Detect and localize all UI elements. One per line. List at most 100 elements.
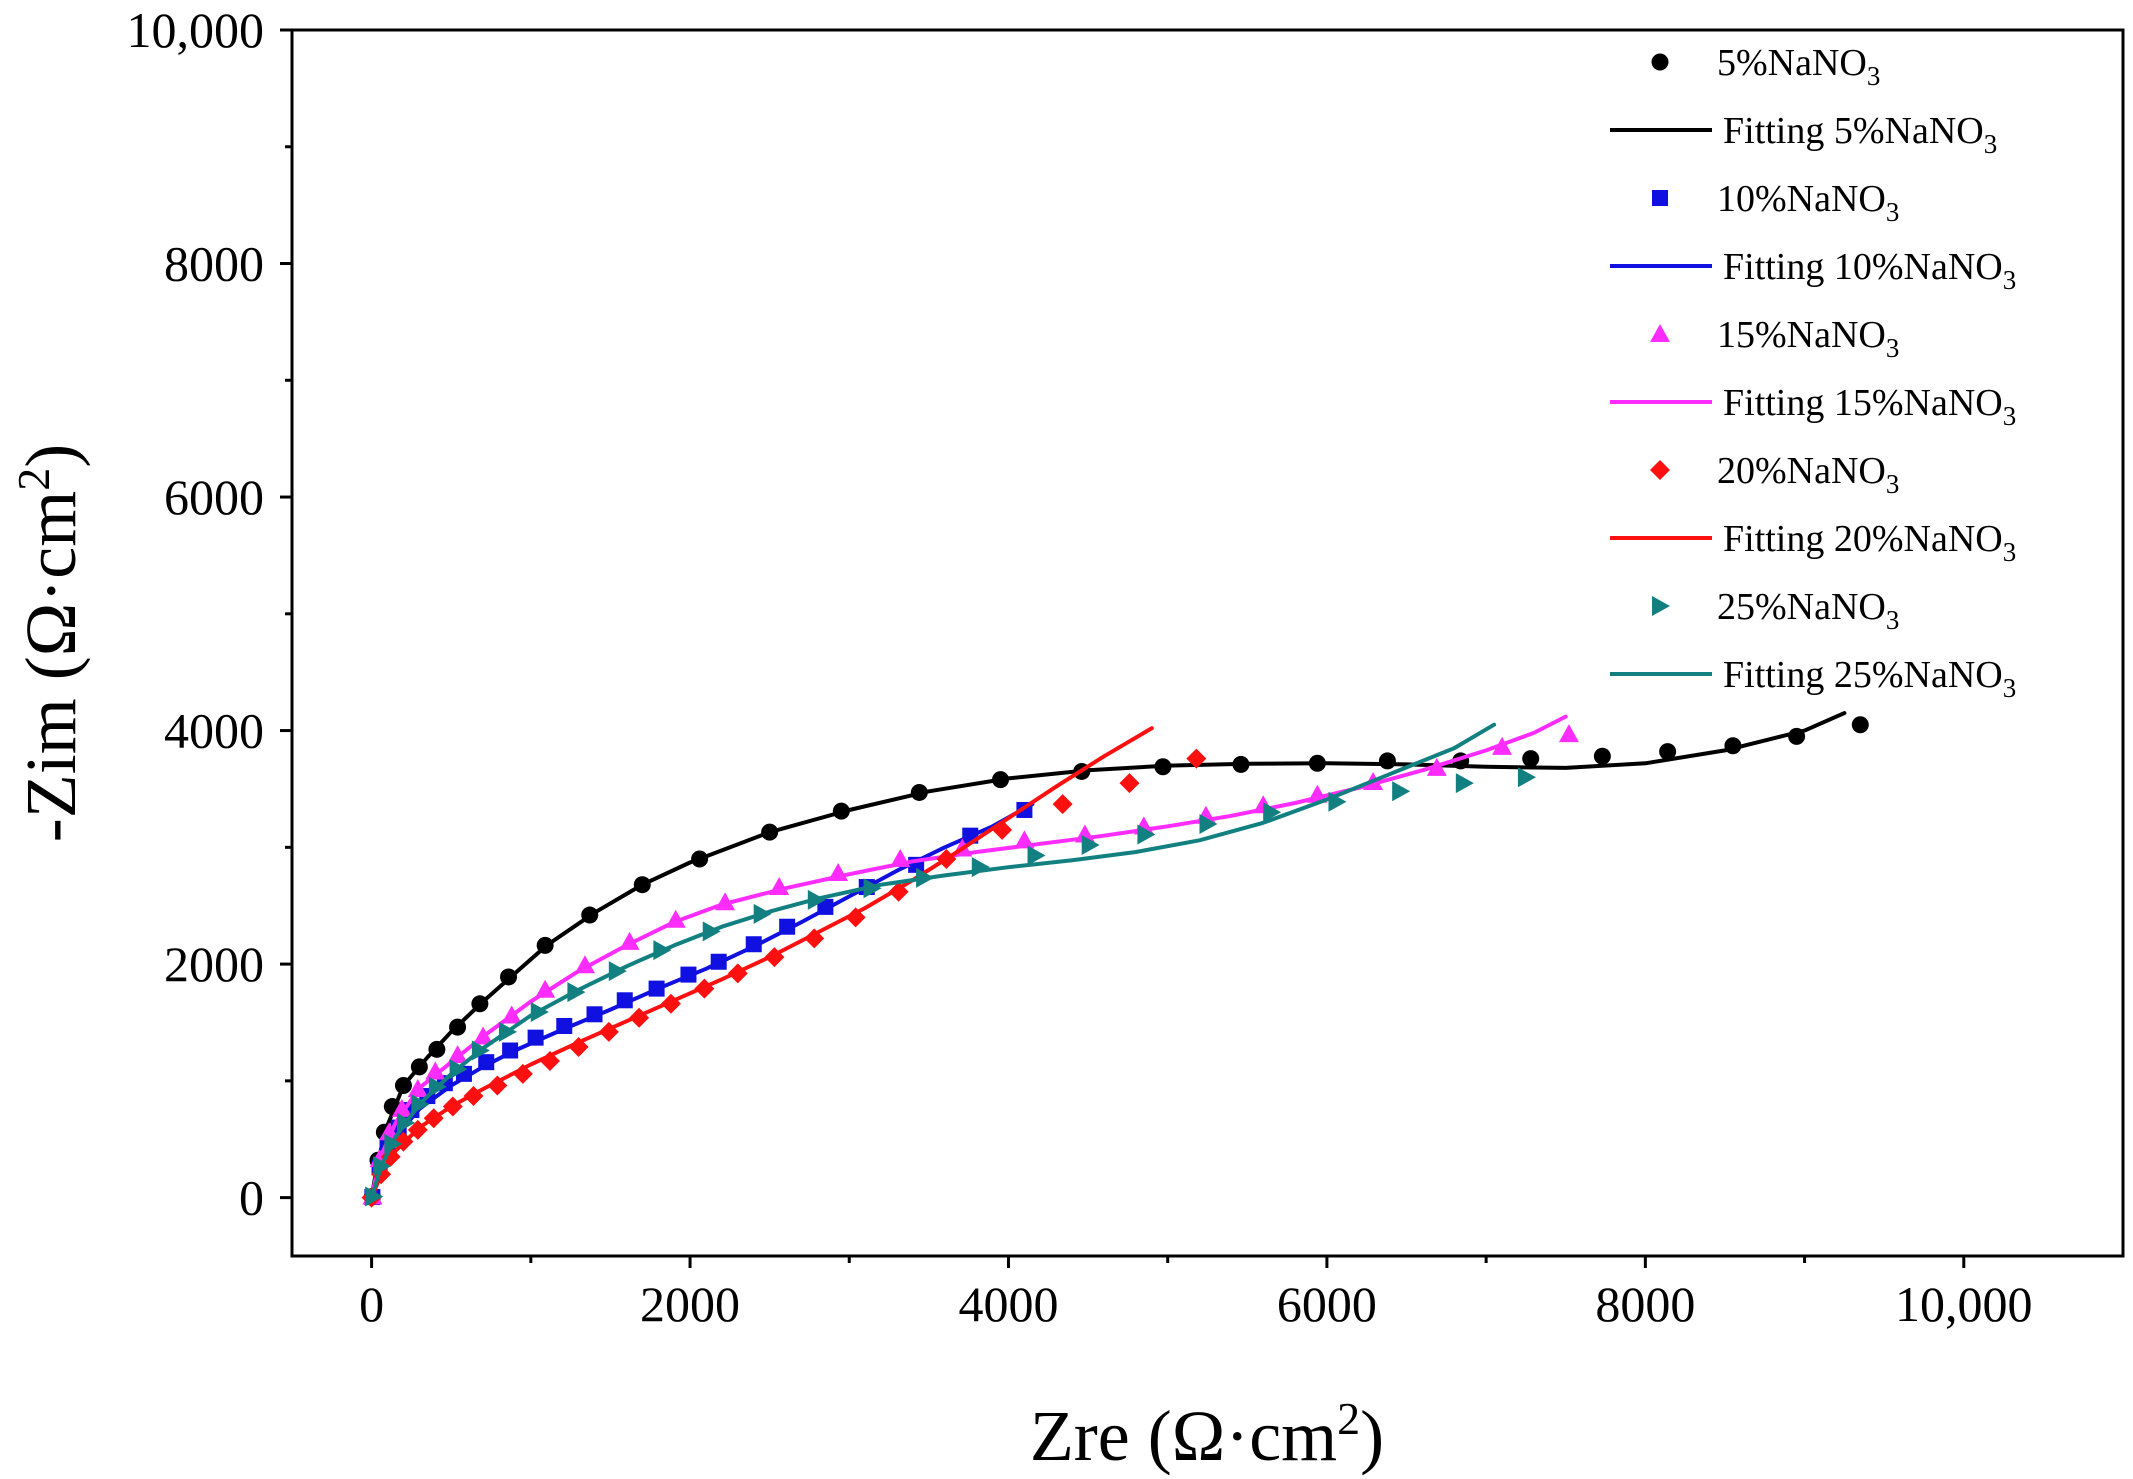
legend-label: 15%NaNO3: [1717, 314, 1899, 363]
data-point: [581, 906, 599, 924]
data-point: [691, 850, 709, 868]
data-point: [660, 993, 681, 1014]
data-point: [680, 966, 697, 983]
data-point: [500, 968, 518, 986]
data-point: [449, 1059, 468, 1080]
data-point: [629, 1007, 650, 1028]
data-point: [407, 1119, 428, 1140]
legend-marker: [1651, 53, 1669, 71]
data-point: [535, 979, 556, 998]
data-point: [473, 1026, 494, 1045]
data-point: [702, 921, 721, 942]
data-point: [567, 982, 586, 1003]
y-tick-label: 6000: [164, 469, 264, 525]
data-point: [1154, 758, 1172, 776]
plot-frame: [290, 28, 2125, 1258]
data-point: [633, 876, 651, 894]
y-axis-title: -Zim (Ω·cm2): [8, 444, 91, 842]
y-tick-label: 2000: [164, 936, 264, 992]
data-point: [888, 881, 909, 902]
x-tick-label: 0: [359, 1276, 384, 1332]
series-layer: [361, 711, 1869, 1208]
y-tick-label: 4000: [164, 703, 264, 759]
data-point: [512, 1063, 533, 1084]
data-point: [394, 1077, 412, 1095]
legend-label: 20%NaNO3: [1717, 450, 1899, 499]
data-point: [501, 1005, 522, 1024]
data-point: [487, 1075, 508, 1096]
data-point: [764, 947, 785, 968]
data-point: [1074, 824, 1095, 843]
data-point: [804, 928, 825, 949]
series-1: [363, 711, 1869, 1205]
data-point: [391, 1098, 412, 1117]
data-point: [539, 1051, 560, 1072]
data-point: [502, 1042, 519, 1059]
data-point: [845, 907, 866, 928]
data-point: [890, 849, 911, 868]
data-point: [556, 1017, 573, 1034]
data-point: [828, 863, 849, 882]
legend-label: Fitting 10%NaNO3: [1723, 246, 2016, 295]
plot-area-border: [290, 28, 2125, 1258]
data-point: [1014, 830, 1035, 849]
x-tick-label: 10,000: [1895, 1276, 2033, 1332]
data-point: [471, 1040, 490, 1061]
data-point: [1426, 757, 1447, 776]
legend-marker: [1650, 460, 1670, 480]
data-point: [1392, 781, 1411, 802]
data-point: [1788, 727, 1806, 745]
x-axis-title-tail: ): [1360, 1396, 1384, 1476]
data-point: [478, 1054, 495, 1071]
data-point: [449, 1018, 467, 1036]
x-tick-label: 2000: [640, 1276, 740, 1332]
data-point: [715, 892, 736, 911]
data-point: [574, 955, 595, 974]
data-point: [1851, 716, 1869, 734]
data-point: [863, 878, 882, 899]
fit-line: [369, 711, 1847, 1200]
data-point: [447, 1045, 468, 1064]
data-point: [745, 936, 762, 953]
data-point: [411, 1094, 430, 1115]
data-point: [1455, 773, 1474, 794]
x-axis-title-main: Zre (Ω·cm: [1030, 1396, 1337, 1476]
series-5: [365, 722, 1536, 1207]
x-tick-label: 8000: [1595, 1276, 1695, 1332]
data-point: [1724, 737, 1742, 755]
data-point: [463, 1086, 484, 1107]
data-point: [425, 1061, 446, 1080]
data-point: [817, 898, 834, 915]
legend-label: 10%NaNO3: [1717, 178, 1899, 227]
legend-label: Fitting 15%NaNO3: [1723, 382, 2016, 431]
data-point: [365, 1186, 384, 1207]
data-point: [665, 909, 686, 928]
fit-line: [369, 722, 1497, 1200]
data-point: [530, 1001, 549, 1022]
data-point: [1308, 754, 1326, 772]
data-point: [779, 918, 796, 935]
y-tick-label: 8000: [164, 236, 264, 292]
y-axis-title-tail: ): [11, 444, 91, 468]
legend-label: Fitting 5%NaNO3: [1723, 110, 1997, 159]
data-point: [694, 978, 715, 999]
legend: 5%NaNO3 Fitting 5%NaNO3 10%NaNO3 Fitting 10…: [1610, 42, 2016, 703]
fit-line: [369, 726, 1154, 1200]
legend-label: Fitting 25%NaNO3: [1723, 654, 2016, 703]
data-point: [1263, 802, 1282, 823]
data-point: [1328, 791, 1347, 812]
y-tick-labels: 0 2000 4000 6000 8000 10,000: [127, 2, 265, 1226]
data-point: [1517, 767, 1536, 788]
data-point: [1492, 736, 1513, 755]
data-point: [832, 802, 850, 820]
data-point: [727, 963, 748, 984]
data-point: [1378, 752, 1396, 770]
data-point: [410, 1058, 428, 1076]
data-point: [916, 867, 935, 888]
legend-marker: [1652, 596, 1670, 616]
data-point: [807, 889, 826, 910]
x-tick-labels: 0 2000 4000 6000 8000 10,000: [359, 1276, 2032, 1332]
data-point: [769, 877, 790, 896]
data-point: [498, 1021, 517, 1042]
